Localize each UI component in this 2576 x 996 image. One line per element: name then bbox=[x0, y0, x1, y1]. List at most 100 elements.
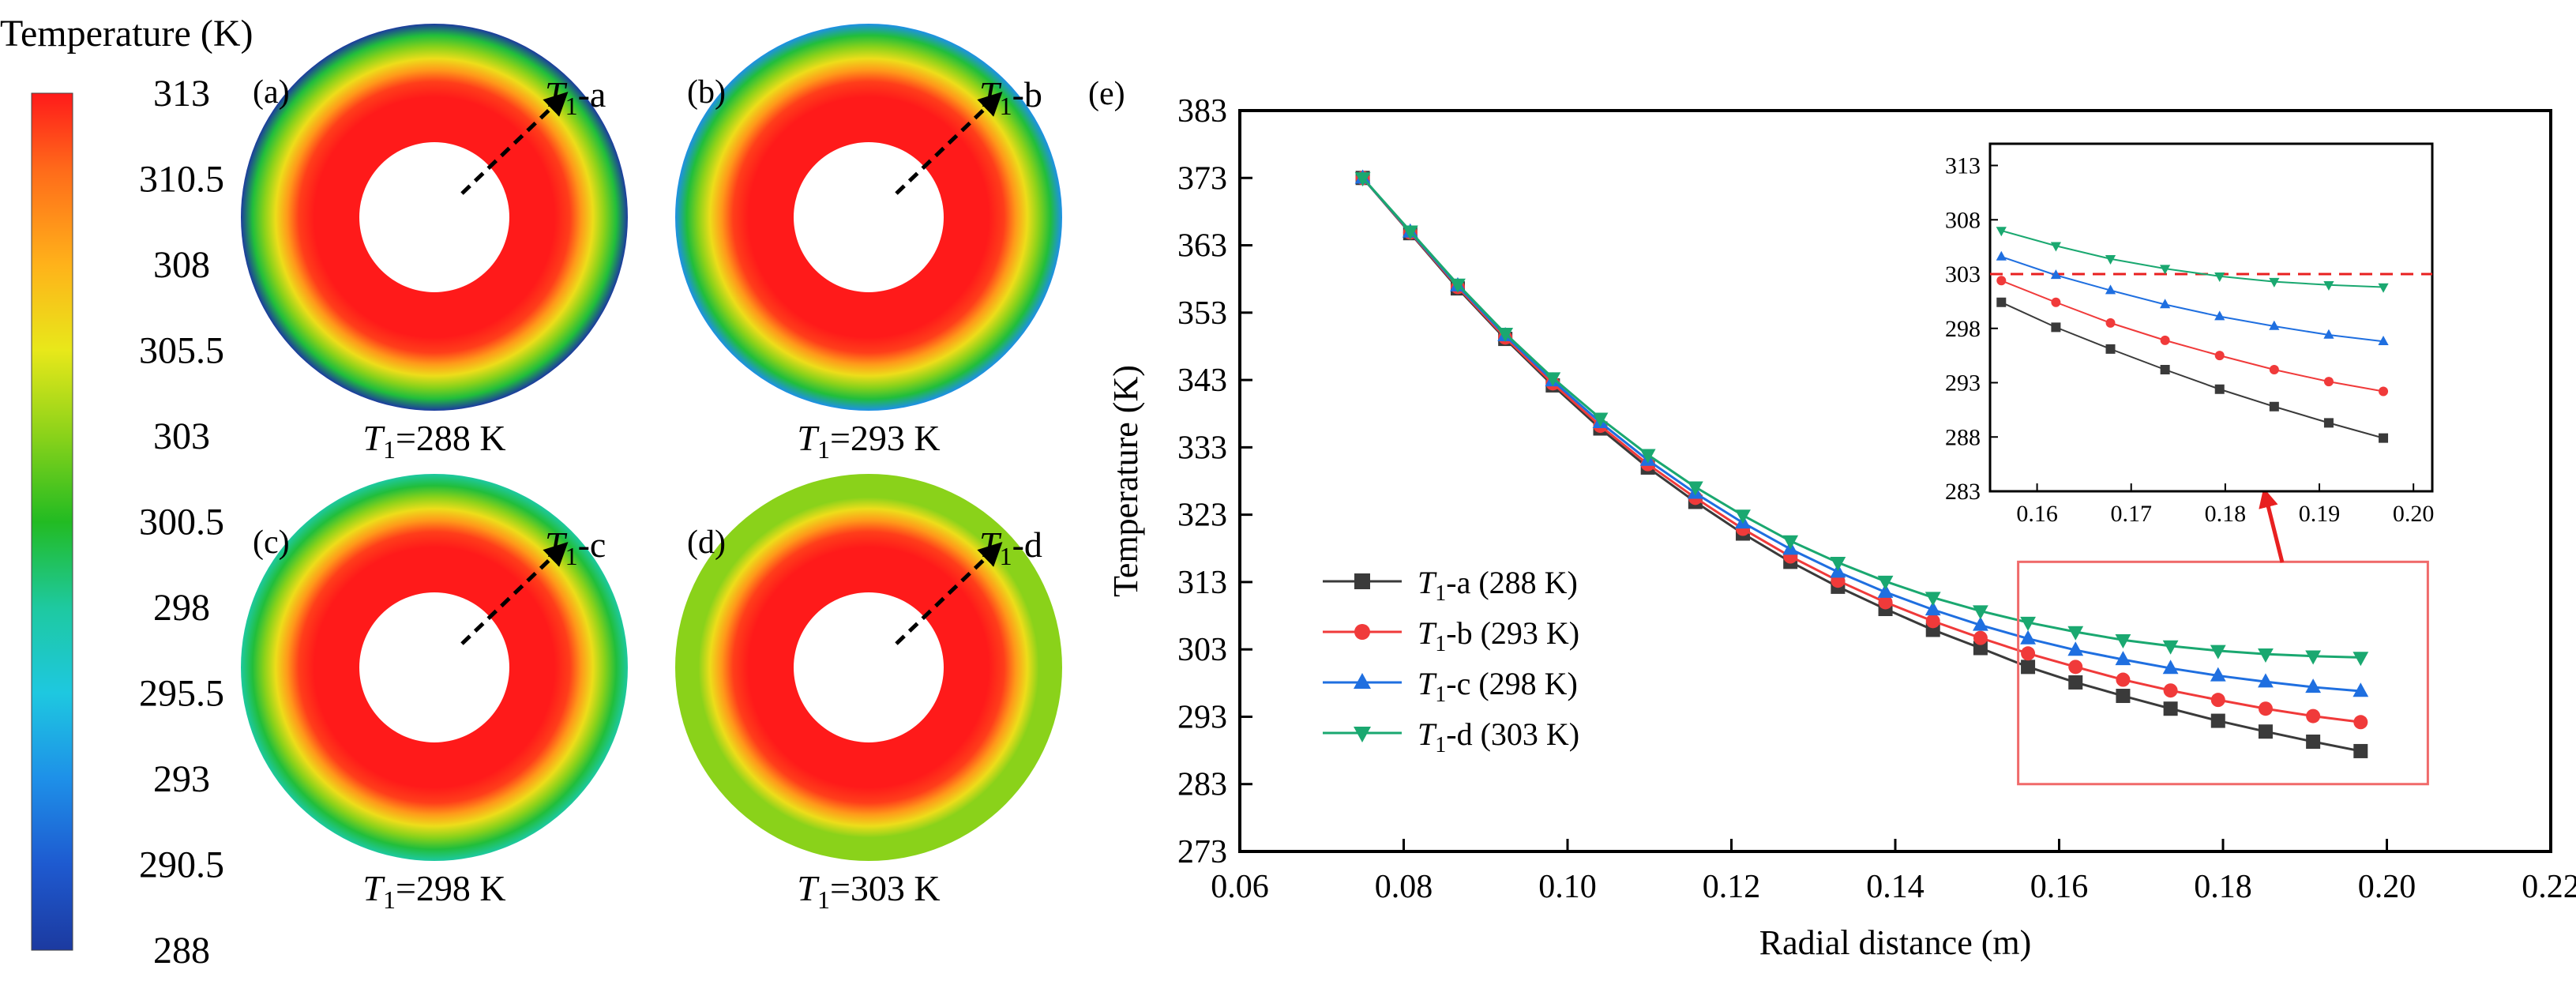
data-point bbox=[1924, 592, 1941, 607]
data-point bbox=[2067, 641, 2084, 656]
data-point bbox=[2163, 683, 2178, 698]
inset-y-tick-label: 288 bbox=[1945, 424, 1981, 450]
data-point bbox=[2353, 682, 2369, 697]
data-point bbox=[1354, 673, 1371, 689]
legend-entry: T1-d (303 K) bbox=[1323, 716, 1579, 757]
y-tick-label: 373 bbox=[1177, 160, 1227, 197]
series bbox=[1354, 172, 2369, 667]
data-point bbox=[2379, 386, 2389, 397]
data-point bbox=[2050, 269, 2062, 280]
data-point bbox=[2323, 280, 2334, 291]
data-point bbox=[1925, 614, 1940, 629]
panel-caption: T1=288 K bbox=[362, 418, 505, 464]
data-point bbox=[1830, 556, 1846, 571]
inset-x-tick-label: 0.18 bbox=[2205, 501, 2247, 527]
data-point bbox=[2269, 365, 2279, 374]
data-point bbox=[1354, 727, 1371, 742]
data-point bbox=[2269, 320, 2280, 330]
data-point bbox=[2269, 401, 2279, 412]
data-point bbox=[1497, 328, 1514, 343]
inset-y-tick-label: 308 bbox=[1945, 207, 1981, 233]
ring-panel: (a) T1-a T1=288 K bbox=[241, 24, 628, 464]
series bbox=[1355, 171, 2368, 730]
data-point bbox=[1877, 583, 1894, 598]
series-line bbox=[1361, 177, 2361, 753]
y-axis-ticks: 273 283 293 303 313 323 333 343 353 363 373 383 bbox=[1177, 93, 1252, 870]
data-point bbox=[2160, 365, 2170, 374]
data-point bbox=[2378, 283, 2389, 293]
inset-series-line bbox=[2001, 230, 2384, 288]
legend: T1-a (288 K) T1-b (293 K) T1-c (298 K) T1-d… bbox=[1323, 565, 1579, 757]
y-tick-label: 363 bbox=[1177, 228, 1227, 265]
data-point bbox=[2210, 645, 2226, 660]
data-point bbox=[2258, 724, 2273, 739]
data-point bbox=[1996, 297, 2007, 307]
inset-x-tick-label: 0.19 bbox=[2299, 501, 2341, 527]
data-point bbox=[1973, 616, 1988, 631]
data-point bbox=[2214, 272, 2225, 282]
series-layer bbox=[1354, 169, 2369, 758]
colorbar-tick-label: 298 bbox=[153, 587, 210, 629]
data-point bbox=[2378, 336, 2389, 346]
data-point bbox=[2258, 648, 2274, 663]
y-tick-label: 293 bbox=[1177, 699, 1227, 735]
series-line bbox=[1361, 177, 2361, 724]
inset-x-tick-label: 0.20 bbox=[2393, 501, 2435, 527]
data-point bbox=[2306, 708, 2321, 724]
data-point bbox=[2105, 318, 2116, 328]
panel-tag: (a) bbox=[253, 74, 290, 111]
data-point bbox=[2160, 299, 2171, 309]
data-point bbox=[1996, 227, 2007, 237]
data-point bbox=[2115, 651, 2131, 666]
ring-panels: (a) T1-a T1=288 K (b) T1-b T1=293 K (c) T1-c T1=… bbox=[241, 24, 1062, 914]
panel-caption: T1=293 K bbox=[797, 418, 940, 464]
inset-y-tick-label: 283 bbox=[1945, 479, 1981, 505]
colorbar: Temperature (K) 313 310.5 308 305.5 303 300.5… bbox=[0, 13, 253, 972]
inner-bore bbox=[794, 142, 944, 292]
data-point bbox=[2210, 713, 2225, 728]
data-point bbox=[1592, 412, 1609, 427]
colorbar-tick-label: 295.5 bbox=[139, 673, 224, 715]
y-tick-label: 303 bbox=[1177, 632, 1227, 668]
radial-arrow bbox=[895, 542, 1003, 645]
data-point bbox=[2068, 660, 2083, 675]
data-point bbox=[2269, 277, 2280, 288]
data-point bbox=[2305, 650, 2322, 665]
x-tick-label: 0.14 bbox=[1866, 869, 1924, 905]
panel-caption: T1=298 K bbox=[362, 868, 505, 914]
colorbar-tick-label: 300.5 bbox=[139, 502, 224, 543]
data-point bbox=[2050, 242, 2062, 252]
inset-series-line bbox=[2000, 301, 2384, 439]
inset-series-layer bbox=[1990, 227, 2432, 443]
arrow-label: T1-b bbox=[979, 74, 1042, 120]
ring-panel: (c) T1-c T1=298 K bbox=[241, 474, 628, 914]
legend-entry: T1-b (293 K) bbox=[1323, 615, 1579, 656]
legend-label: T1-c (298 K) bbox=[1418, 666, 1578, 707]
inset-series bbox=[1996, 276, 2389, 397]
x-tick-label: 0.22 bbox=[2522, 869, 2576, 905]
data-point bbox=[2160, 265, 2171, 275]
colorbar-gradient bbox=[31, 92, 73, 951]
data-point bbox=[1402, 225, 1418, 240]
legend-entry: T1-c (298 K) bbox=[1323, 666, 1578, 707]
data-point bbox=[1735, 509, 1751, 524]
colorbar-title: Temperature (K) bbox=[0, 13, 253, 54]
panel-tag: (b) bbox=[687, 74, 726, 111]
inner-bore bbox=[794, 592, 944, 742]
inner-bore bbox=[359, 142, 509, 292]
inset-y-tick-label: 313 bbox=[1945, 153, 1981, 179]
y-tick-label: 353 bbox=[1177, 295, 1227, 332]
data-point bbox=[2021, 646, 2036, 661]
data-point bbox=[1639, 449, 1656, 464]
panel-caption: T1=303 K bbox=[797, 868, 940, 914]
data-point bbox=[2115, 634, 2131, 649]
data-point bbox=[2323, 329, 2334, 339]
ring-panel: (b) T1-b T1=293 K bbox=[675, 24, 1062, 464]
inset-series bbox=[1996, 227, 2389, 293]
y-tick-label: 333 bbox=[1177, 430, 1227, 466]
x-tick-label: 0.20 bbox=[2358, 869, 2416, 905]
data-point bbox=[2162, 660, 2179, 675]
inset-series-line bbox=[2000, 256, 2384, 343]
x-tick-label: 0.16 bbox=[2030, 869, 2089, 905]
